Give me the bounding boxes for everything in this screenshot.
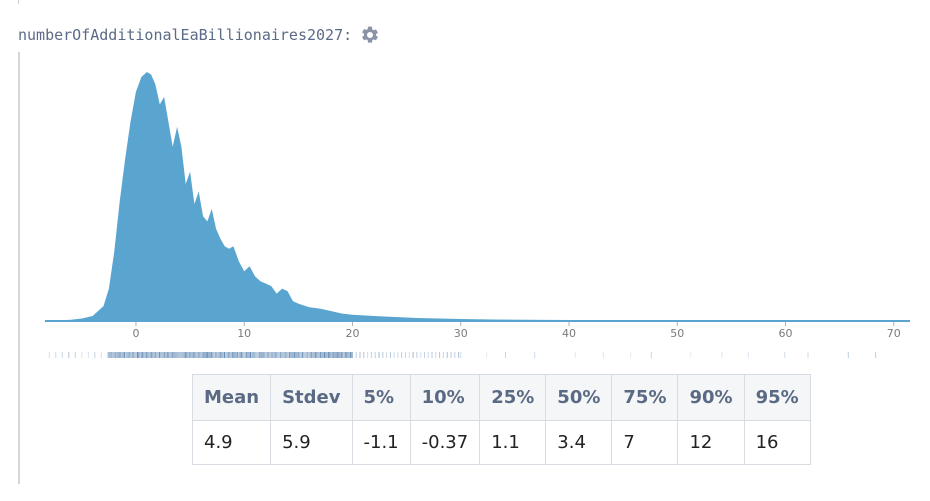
stats-value-cell: 12 (677, 420, 745, 465)
variable-header: numberOfAdditionalEaBillionaires2027: (18, 23, 380, 47)
stats-header-cell: Stdev (270, 374, 353, 421)
stats-value-cell: 5.9 (270, 420, 353, 465)
stats-header-cell: Mean (191, 374, 272, 421)
x-tick-label: 20 (345, 327, 359, 340)
top-divider-tick (18, 0, 19, 4)
stats-value-cell: 16 (743, 420, 811, 465)
stats-value-cell: 4.9 (191, 420, 272, 465)
stats-value-cell: 3.4 (545, 420, 613, 465)
x-tick-label: 0 (132, 327, 139, 340)
left-border-rule (18, 52, 20, 484)
stats-value-row: 4.9 5.9 -1.1 -0.37 1.1 3.4 7 12 16 (191, 420, 811, 465)
variable-name: numberOfAdditionalEaBillionaires2027: (18, 26, 353, 44)
x-tick-label: 30 (454, 327, 468, 340)
x-tick-label: 40 (562, 327, 576, 340)
stats-header-cell: 50% (545, 374, 613, 421)
stats-value-cell: 7 (611, 420, 679, 465)
stats-header-cell: 75% (611, 374, 679, 421)
stats-header-cell: 90% (677, 374, 745, 421)
gear-icon[interactable] (360, 25, 380, 45)
x-tick-label: 70 (887, 327, 901, 340)
stats-header-cell: 10% (409, 374, 481, 421)
x-tick-label: 50 (670, 327, 684, 340)
x-tick-label: 60 (779, 327, 793, 340)
stats-header-cell: 5% (351, 374, 411, 421)
density-area (45, 72, 910, 321)
stats-table: Mean Stdev 5% 10% 25% 50% 75% 90% 95% 4.9 5.9 -1.1… (191, 374, 811, 465)
stats-value-cell: -1.1 (351, 420, 411, 465)
distribution-chart: 0 10 20 30 40 50 60 70 (45, 72, 910, 358)
stats-header-cell: 95% (743, 374, 811, 421)
stats-header-row: Mean Stdev 5% 10% 25% 50% 75% 90% 95% (191, 374, 811, 421)
stats-value-cell: -0.37 (409, 420, 481, 465)
stats-header-cell: 25% (479, 374, 547, 421)
stats-value-cell: 1.1 (479, 420, 547, 465)
x-tick-label: 10 (237, 327, 251, 340)
